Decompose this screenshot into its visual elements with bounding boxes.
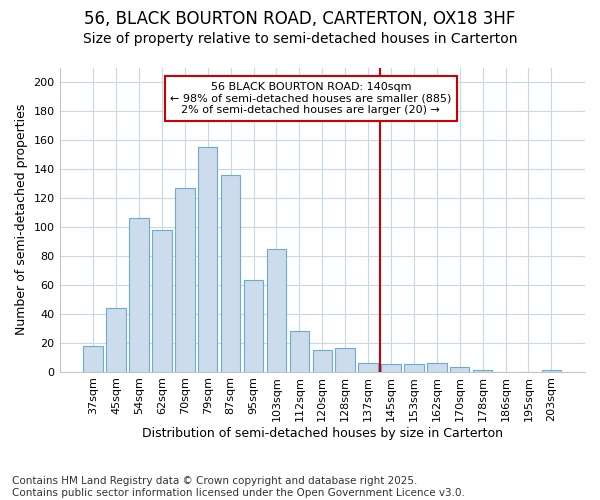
Bar: [244, 280, 263, 372]
Bar: [427, 363, 446, 372]
Text: Contains HM Land Registry data © Crown copyright and database right 2025.
Contai: Contains HM Land Registry data © Crown c…: [12, 476, 465, 498]
Bar: [313, 350, 332, 372]
Bar: [542, 370, 561, 372]
Bar: [198, 147, 217, 372]
Text: 56, BLACK BOURTON ROAD, CARTERTON, OX18 3HF: 56, BLACK BOURTON ROAD, CARTERTON, OX18 …: [85, 10, 515, 28]
Bar: [152, 230, 172, 372]
Bar: [473, 370, 493, 372]
Bar: [381, 364, 401, 372]
Bar: [83, 346, 103, 372]
Y-axis label: Number of semi-detached properties: Number of semi-detached properties: [15, 104, 28, 335]
Bar: [358, 363, 378, 372]
Bar: [129, 218, 149, 372]
Bar: [221, 174, 241, 372]
Bar: [267, 248, 286, 372]
X-axis label: Distribution of semi-detached houses by size in Carterton: Distribution of semi-detached houses by …: [142, 427, 503, 440]
Bar: [450, 367, 469, 372]
Bar: [290, 331, 309, 372]
Bar: [335, 348, 355, 372]
Bar: [175, 188, 194, 372]
Text: Size of property relative to semi-detached houses in Carterton: Size of property relative to semi-detach…: [83, 32, 517, 46]
Bar: [404, 364, 424, 372]
Text: 56 BLACK BOURTON ROAD: 140sqm
← 98% of semi-detached houses are smaller (885)
2%: 56 BLACK BOURTON ROAD: 140sqm ← 98% of s…: [170, 82, 452, 115]
Bar: [106, 308, 126, 372]
